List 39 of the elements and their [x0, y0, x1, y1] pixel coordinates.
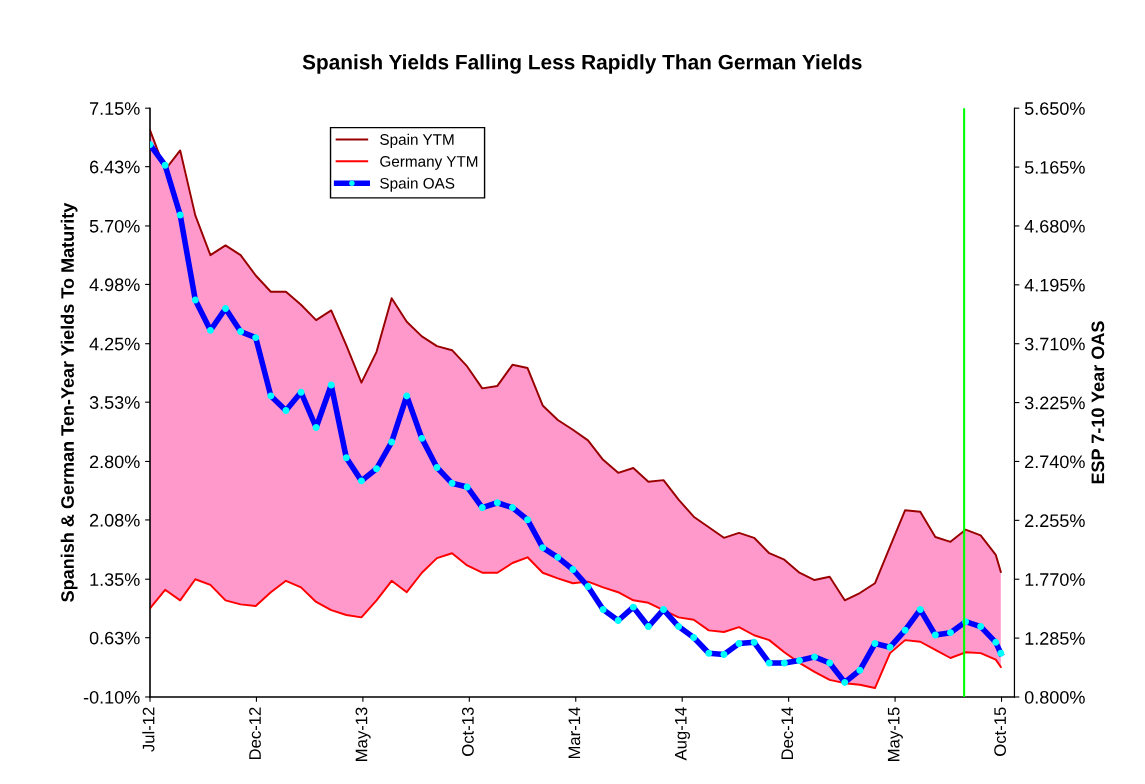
- y-tick-label: 5.70%: [89, 219, 140, 233]
- legend-label: Spain OAS: [380, 177, 455, 192]
- y2-axis-title: ESP 7-10 Year OAS: [1091, 321, 1105, 484]
- y-axis-title: Spanish & German Ten-Year Yields To Maturity: [60, 202, 78, 602]
- y2-tick-label: 3.710%: [1024, 337, 1085, 351]
- y-tick-label: -0.10%: [83, 690, 140, 704]
- y-tick-label: 6.43%: [90, 160, 140, 174]
- y2-tick-label: 4.195%: [1024, 278, 1085, 292]
- line-series: [149, 129, 1002, 602]
- chart-title: Spanish Yields Falling Less Rapidly Than German Yields: [302, 54, 862, 74]
- x-tick-label: Oct-13: [461, 707, 474, 756]
- x-tick-label: May-13: [355, 707, 371, 761]
- x-tick-label: May-15: [887, 707, 903, 761]
- y2-tick-label: 2.255%: [1025, 514, 1085, 528]
- x-tick-label: Mar-14: [568, 707, 581, 759]
- line-series: [149, 552, 1002, 690]
- y-tick-label: 0.63%: [89, 631, 140, 645]
- y2-tick-label: 3.225%: [1024, 396, 1085, 410]
- y-tick-label: 4.25%: [89, 337, 140, 351]
- y2-tick-label: 4.680%: [1024, 219, 1085, 233]
- y-tick-label: 3.53%: [89, 396, 140, 409]
- y-tick-label: 2.08%: [89, 513, 140, 527]
- y2-tick-label: 0.800%: [1024, 690, 1085, 704]
- y2-tick-label: 1.770%: [1025, 573, 1085, 586]
- y2-tick-label: 5.650%: [1024, 102, 1085, 115]
- x-tick-label: Aug-14: [675, 707, 690, 761]
- y-tick-label: 7.15%: [90, 102, 140, 115]
- y2-tick-label: 1.285%: [1025, 632, 1085, 645]
- legend-label: Germany YTM: [380, 156, 478, 170]
- y-tick-label: 1.35%: [90, 573, 140, 586]
- x-tick-label: Dec-14: [781, 707, 794, 760]
- x-tick-label: Oct-15: [994, 707, 1006, 756]
- x-tick-label: Jul-12: [142, 707, 155, 752]
- y2-tick-label: 5.165%: [1024, 161, 1085, 174]
- legend-label: Spain YTM: [380, 133, 454, 148]
- y2-tick-label: 2.740%: [1025, 455, 1085, 469]
- y-tick-label: 2.80%: [89, 455, 140, 469]
- x-tick-label: Dec-12: [249, 707, 261, 760]
- y-tick-label: 4.98%: [89, 278, 140, 292]
